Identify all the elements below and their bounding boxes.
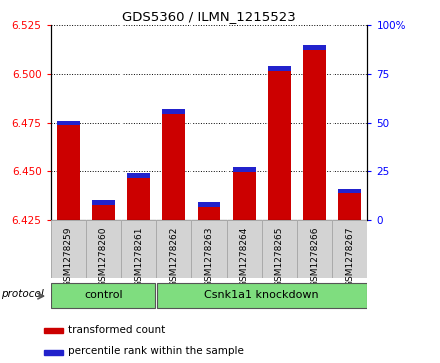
Bar bbox=[92, 200, 115, 205]
Text: transformed count: transformed count bbox=[68, 325, 165, 335]
Bar bbox=[297, 220, 332, 278]
Text: GSM1278265: GSM1278265 bbox=[275, 227, 284, 287]
Text: protocol: protocol bbox=[1, 289, 44, 299]
Bar bbox=[338, 188, 361, 220]
Bar bbox=[198, 202, 220, 207]
Bar bbox=[262, 220, 297, 278]
Text: GSM1278267: GSM1278267 bbox=[345, 227, 354, 287]
Text: GSM1278260: GSM1278260 bbox=[99, 227, 108, 287]
Bar bbox=[44, 350, 63, 355]
Bar bbox=[338, 188, 361, 193]
Bar bbox=[233, 167, 256, 172]
Bar bbox=[86, 220, 121, 278]
FancyBboxPatch shape bbox=[51, 283, 155, 308]
Bar bbox=[127, 173, 150, 220]
Bar bbox=[303, 45, 326, 50]
Text: control: control bbox=[84, 290, 123, 301]
Text: GSM1278259: GSM1278259 bbox=[64, 227, 73, 287]
Bar bbox=[198, 202, 220, 220]
Bar bbox=[332, 220, 367, 278]
Text: GSM1278261: GSM1278261 bbox=[134, 227, 143, 287]
Text: percentile rank within the sample: percentile rank within the sample bbox=[68, 346, 244, 356]
Bar bbox=[268, 66, 291, 71]
Bar bbox=[51, 220, 86, 278]
Bar bbox=[303, 45, 326, 220]
Bar bbox=[127, 173, 150, 178]
Bar bbox=[162, 109, 185, 220]
Bar bbox=[227, 220, 262, 278]
Bar bbox=[57, 121, 80, 220]
Title: GDS5360 / ILMN_1215523: GDS5360 / ILMN_1215523 bbox=[122, 10, 296, 23]
Bar bbox=[162, 109, 185, 114]
Bar bbox=[44, 328, 63, 333]
FancyBboxPatch shape bbox=[157, 283, 367, 308]
Bar bbox=[121, 220, 156, 278]
Text: GSM1278264: GSM1278264 bbox=[240, 227, 249, 287]
Text: GSM1278263: GSM1278263 bbox=[205, 227, 213, 287]
Text: GSM1278266: GSM1278266 bbox=[310, 227, 319, 287]
Bar bbox=[191, 220, 227, 278]
Text: Csnk1a1 knockdown: Csnk1a1 knockdown bbox=[205, 290, 319, 301]
Bar bbox=[268, 66, 291, 220]
Bar bbox=[156, 220, 191, 278]
Bar bbox=[57, 121, 80, 126]
Bar bbox=[233, 167, 256, 220]
Bar bbox=[92, 200, 115, 220]
Text: GSM1278262: GSM1278262 bbox=[169, 227, 178, 287]
